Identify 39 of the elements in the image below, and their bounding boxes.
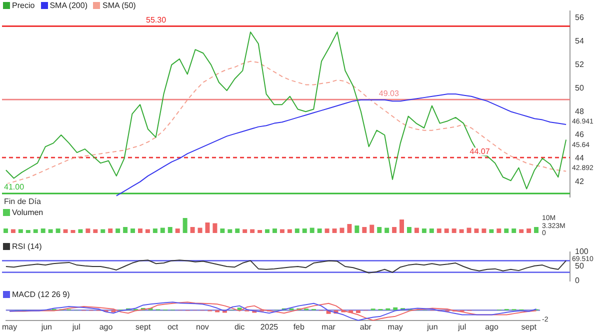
x-tick-label: dic [234, 322, 245, 332]
legend-label: MACD (12 26 9) [12, 290, 70, 299]
legend-label: RSI (14) [12, 242, 42, 251]
x-tick-label: feb [293, 322, 306, 332]
x-tick-label: oct [167, 322, 179, 332]
x-tick-label: may [388, 322, 403, 332]
y-tick-label: 54 [575, 36, 584, 46]
y-tick-label: 0 [575, 276, 580, 286]
y-tick-label: 56 [575, 13, 584, 22]
ref-line-label: 41.00 [4, 182, 25, 192]
ref-line-label: 55.30 [146, 15, 167, 24]
x-tick-label: nov [196, 322, 209, 332]
x-tick-label: jul [457, 322, 466, 332]
x-tick-label: jul [71, 322, 81, 332]
x-tick-label: jun [40, 322, 52, 332]
x-tick-label: sept [136, 322, 152, 332]
x-tick-label: sept [521, 322, 538, 332]
y-tick-label: 44 [575, 154, 584, 163]
x-tick-label: ago [485, 322, 499, 332]
x-tick-label: may [2, 322, 18, 332]
y-tick-label: 46 [575, 130, 584, 140]
legend-label: SMA (50) [102, 1, 136, 10]
x-tick-label: 2025 [260, 322, 279, 332]
legend-label: Volumen [12, 208, 44, 217]
y-tick-label: 50 [575, 262, 584, 271]
ref-line-label: 44.07 [470, 146, 490, 156]
y-tick-label: 42 [575, 176, 584, 186]
x-tick-label: jun [426, 322, 438, 332]
ref-line-label: 49.03 [378, 88, 400, 98]
y-tick-label: 52 [575, 60, 584, 70]
y-tick-label: 50 [575, 83, 584, 92]
annotation: Fin de Día [4, 197, 42, 206]
legend-label: Precio [12, 1, 35, 10]
legend-label: SMA (200) [50, 1, 88, 10]
x-tick-label: abr [360, 322, 372, 332]
x-tick-label: mar [322, 322, 336, 332]
y-tick-label: 100 [575, 247, 589, 256]
x-tick-label: ago [99, 322, 114, 332]
y-tick-label: 48 [575, 106, 584, 116]
